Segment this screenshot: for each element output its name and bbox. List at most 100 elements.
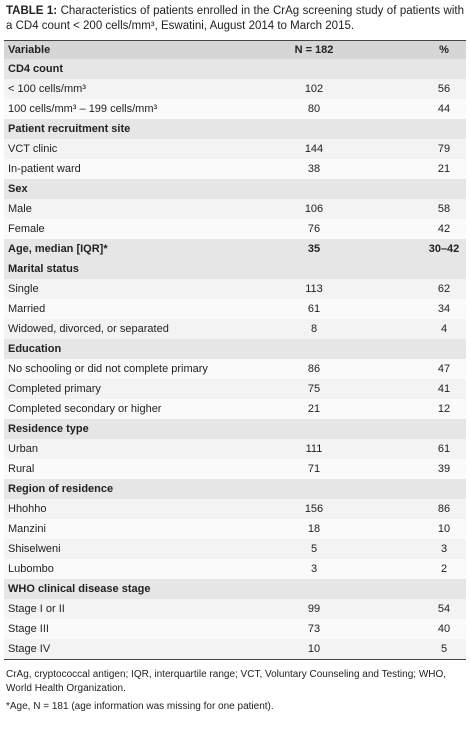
cell: Rural bbox=[8, 463, 35, 475]
cell: 21 bbox=[307, 403, 321, 415]
data-row: < 100 cells/mm³ 102 56 bbox=[4, 79, 466, 99]
data-row: Stage I or II 99 54 bbox=[4, 599, 466, 619]
data-row: Stage III 73 40 bbox=[4, 619, 466, 639]
cell: Shiselweni bbox=[8, 543, 61, 555]
cell: In-patient ward bbox=[8, 163, 81, 175]
cell: 102 bbox=[304, 83, 324, 95]
cell: 56 bbox=[437, 83, 451, 95]
cell: Married bbox=[8, 303, 46, 315]
cell: Manzini bbox=[8, 523, 46, 535]
data-row: VCT clinic 144 79 bbox=[4, 139, 466, 159]
cell: Hhohho bbox=[8, 503, 47, 515]
cell: 38 bbox=[307, 163, 321, 175]
cell: VCT clinic bbox=[8, 143, 58, 155]
cell: 2 bbox=[440, 563, 448, 575]
cell: Age, median [IQR]* bbox=[8, 243, 108, 255]
data-row: Female 76 42 bbox=[4, 219, 466, 239]
cell: 5 bbox=[440, 643, 448, 655]
cell: 5 bbox=[310, 543, 318, 555]
data-row: Urban 111 61 bbox=[4, 439, 466, 459]
table: Variable N = 182% CD4 count < 100 cells/mm³… bbox=[4, 40, 466, 660]
data-row: Single 113 62 bbox=[4, 279, 466, 299]
cell: 111 bbox=[305, 443, 323, 455]
cell: Lubombo bbox=[8, 563, 54, 575]
cell: 62 bbox=[437, 283, 451, 295]
section-row: Patient recruitment site bbox=[4, 119, 466, 139]
cell: Stage I or II bbox=[8, 603, 65, 615]
cell: 34 bbox=[437, 303, 451, 315]
cell: 106 bbox=[304, 203, 324, 215]
cell: 21 bbox=[437, 163, 451, 175]
table-label: TABLE 1: bbox=[6, 5, 58, 17]
cell: 61 bbox=[307, 303, 321, 315]
cell: 40 bbox=[437, 623, 451, 635]
cell: 3 bbox=[310, 563, 318, 575]
cell: Stage IV bbox=[8, 643, 51, 655]
cell: No schooling or did not complete primary bbox=[8, 363, 208, 375]
data-row: Manzini 18 10 bbox=[4, 519, 466, 539]
cell: 71 bbox=[307, 463, 321, 475]
cell: Completed secondary or higher bbox=[8, 403, 162, 415]
cell: 99 bbox=[307, 603, 321, 615]
cell: Sex bbox=[8, 183, 28, 195]
data-row: Married 61 34 bbox=[4, 299, 466, 319]
footnote: *Age, N = 181 (age information was missi… bbox=[6, 701, 274, 712]
cell: Education bbox=[8, 343, 62, 355]
cell: Widowed, divorced, or separated bbox=[8, 323, 169, 335]
header-row: Variable N = 182% bbox=[4, 40, 466, 59]
data-row: In-patient ward 38 21 bbox=[4, 159, 466, 179]
cell: < 100 cells/mm³ bbox=[8, 83, 86, 95]
header-cell: N = 182 bbox=[294, 44, 334, 56]
cell: Marital status bbox=[8, 263, 79, 275]
section-row: Residence type bbox=[4, 419, 466, 439]
cell: 144 bbox=[304, 143, 324, 155]
cell: WHO clinical disease stage bbox=[8, 583, 151, 595]
header-cell: % bbox=[439, 44, 449, 56]
section-row: CD4 count bbox=[4, 59, 466, 79]
cell: Residence type bbox=[8, 423, 89, 435]
cell: Stage III bbox=[8, 623, 49, 635]
cell: 3 bbox=[440, 543, 448, 555]
section-row: Sex bbox=[4, 179, 466, 199]
section-row: Education bbox=[4, 339, 466, 359]
data-row: Lubombo 3 2 bbox=[4, 559, 466, 579]
cell: 39 bbox=[437, 463, 451, 475]
cell: 30–42 bbox=[428, 243, 460, 255]
cell: 44 bbox=[437, 103, 451, 115]
section-row: Age, median [IQR]* 35 30–42 bbox=[4, 239, 466, 259]
data-row: Completed primary 75 41 bbox=[4, 379, 466, 399]
cell: 10 bbox=[437, 523, 451, 535]
data-row: Stage IV 10 5 bbox=[4, 639, 466, 660]
cell: 12 bbox=[437, 403, 451, 415]
cell: 76 bbox=[307, 223, 321, 235]
cell: 86 bbox=[437, 503, 451, 515]
cell: 10 bbox=[307, 643, 321, 655]
data-row: Widowed, divorced, or separated 8 4 bbox=[4, 319, 466, 339]
cell: 4 bbox=[440, 323, 448, 335]
cell: 41 bbox=[437, 383, 451, 395]
cell: 35 bbox=[307, 243, 321, 255]
section-row: WHO clinical disease stage bbox=[4, 579, 466, 599]
footnotes: CrAg, cryptococcal antigen; IQR, interqu… bbox=[6, 668, 464, 718]
cell: 86 bbox=[307, 363, 321, 375]
cell: Urban bbox=[8, 443, 38, 455]
cell: 8 bbox=[310, 323, 318, 335]
data-row: Shiselweni 5 3 bbox=[4, 539, 466, 559]
section-row: Region of residence bbox=[4, 479, 466, 499]
cell: CD4 count bbox=[8, 63, 63, 75]
header-cell: Variable bbox=[8, 44, 51, 56]
cell: 80 bbox=[307, 103, 321, 115]
footnote: CrAg, cryptococcal antigen; IQR, interqu… bbox=[6, 669, 447, 694]
data-row: No schooling or did not complete primary… bbox=[4, 359, 466, 379]
data-row: Hhohho 156 86 bbox=[4, 499, 466, 519]
cell: 113 bbox=[305, 283, 323, 295]
cell: Female bbox=[8, 223, 45, 235]
data-row: Rural 71 39 bbox=[4, 459, 466, 479]
cell: 79 bbox=[437, 143, 451, 155]
cell: 47 bbox=[437, 363, 451, 375]
cell: 18 bbox=[307, 523, 321, 535]
cell: 156 bbox=[304, 503, 324, 515]
cell: Patient recruitment site bbox=[8, 123, 131, 135]
title-text: Characteristics of patients enrolled in … bbox=[6, 5, 464, 32]
